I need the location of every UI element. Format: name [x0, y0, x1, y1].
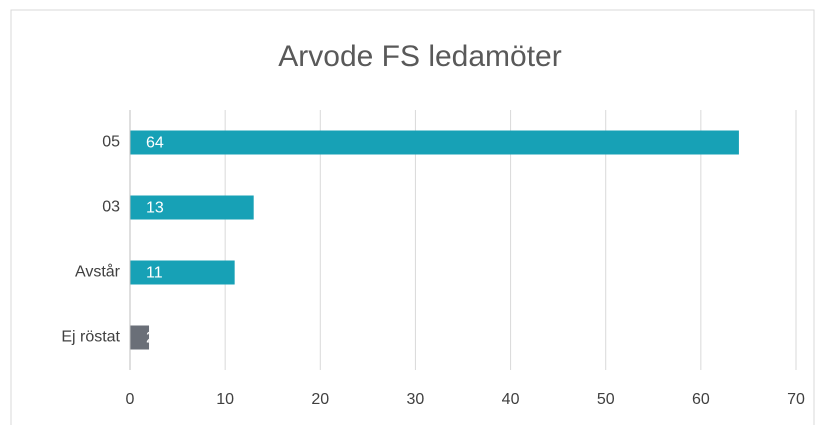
bar — [130, 325, 150, 350]
x-tick-label: 30 — [407, 391, 425, 408]
x-tick-label: 10 — [216, 391, 234, 408]
bar — [130, 260, 235, 285]
data-label: 11 — [146, 265, 163, 282]
x-tick-label: 60 — [692, 391, 710, 408]
y-tick-label: Ej röstat — [61, 329, 120, 346]
y-tick-label: 05 — [102, 134, 120, 151]
data-label: 2 — [146, 330, 155, 347]
data-label: 13 — [146, 200, 164, 217]
y-tick-label: Avstår — [75, 263, 121, 281]
x-tick-label: 70 — [787, 391, 805, 408]
x-tick-label: 40 — [502, 391, 520, 408]
x-tick-label: 0 — [126, 391, 135, 408]
y-tick-label: 03 — [102, 199, 120, 216]
x-tick-label: 20 — [311, 391, 329, 408]
x-tick-label: 50 — [597, 391, 615, 408]
chart-title: Arvode FS ledamöter — [278, 40, 561, 73]
bar — [130, 195, 254, 220]
bar — [130, 130, 739, 155]
data-label: 64 — [146, 135, 164, 152]
